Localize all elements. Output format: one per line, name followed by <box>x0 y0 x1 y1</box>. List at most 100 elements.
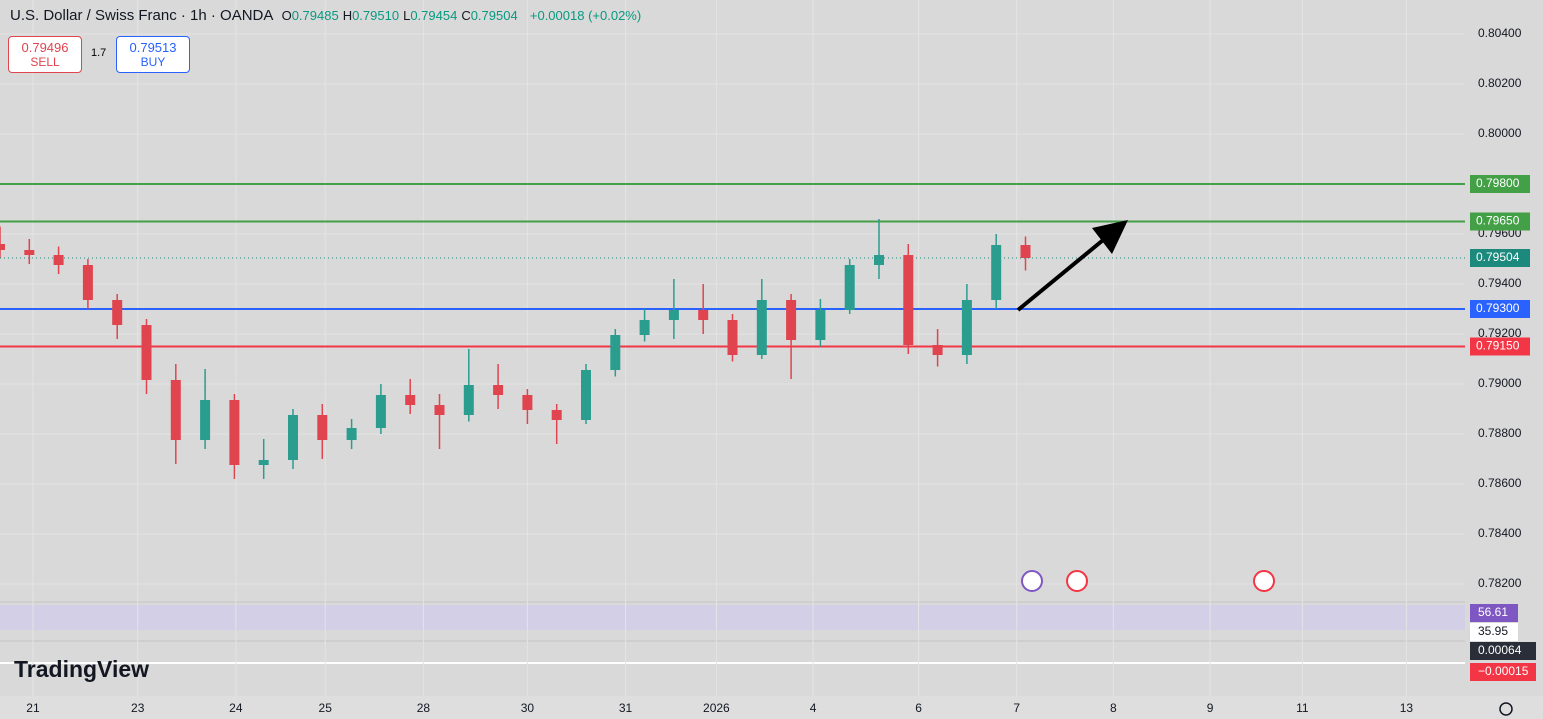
buy-label: BUY <box>140 55 166 69</box>
candle-body <box>229 400 240 465</box>
x-tick-label: 6 <box>915 701 922 715</box>
level-label-box <box>1470 175 1530 193</box>
candle-body <box>288 415 298 460</box>
buy-price: 0.79513 <box>129 40 177 55</box>
x-axis-bg <box>0 696 1543 719</box>
candle-body <box>463 385 474 415</box>
change: +0.00018 (+0.02%) <box>529 8 642 23</box>
candle-body <box>961 300 972 355</box>
brand-logo: TradingView <box>14 656 150 682</box>
x-tick-label: 21 <box>26 701 40 715</box>
candle-body <box>903 255 914 345</box>
candle-body <box>141 325 152 380</box>
sell-price: 0.79496 <box>21 40 69 55</box>
y-tick-label: 0.78600 <box>1478 476 1522 490</box>
last-price-box <box>1470 249 1530 267</box>
event-icon <box>1066 570 1088 592</box>
candle-body <box>0 244 5 250</box>
sell-button[interactable]: 0.79496 SELL <box>8 36 82 73</box>
x-tick-label: 28 <box>417 701 431 715</box>
candle-body <box>581 370 591 420</box>
y-tick-label: 0.80400 <box>1478 26 1522 40</box>
ohlc: O0.79485 H0.79510 L0.79454 C0.79504 <box>282 7 522 24</box>
x-tick-label: 4 <box>810 701 817 715</box>
sell-label: SELL <box>30 55 60 69</box>
header: U.S. Dollar / Swiss Franc · 1h · OANDA O… <box>10 7 645 24</box>
candle-body <box>698 310 709 320</box>
ohlc-key: C <box>461 8 471 23</box>
x-tick-label: 31 <box>619 701 633 715</box>
arrow-shaft <box>1016 234 1110 312</box>
level-label: 0.79300 <box>1476 301 1520 315</box>
level-label: 0.79150 <box>1476 339 1520 353</box>
candle-body <box>200 400 211 440</box>
symbol-title: U.S. Dollar / Swiss Franc · 1h · OANDA <box>10 7 274 24</box>
x-tick-label: 7 <box>1013 701 1020 715</box>
x-tick-label: 2026 <box>703 701 730 715</box>
indicator-label-box <box>1470 623 1518 641</box>
y-tick-label: 0.79400 <box>1478 276 1522 290</box>
level-label: 0.79800 <box>1476 176 1520 190</box>
y-tick-label: 0.79200 <box>1478 326 1522 340</box>
x-tick-label: 23 <box>131 701 145 715</box>
level-label-box <box>1470 212 1530 231</box>
indicator-label: 0.00064 <box>1478 643 1522 657</box>
x-tick-label: 13 <box>1400 701 1414 715</box>
x-tick-label: 8 <box>1110 701 1117 715</box>
event-icon <box>1021 570 1043 592</box>
arrow-head <box>1092 220 1128 254</box>
last-price-label: 0.79504 <box>1476 250 1520 264</box>
x-tick-label: 9 <box>1207 701 1214 715</box>
spread: 1.7 <box>91 47 107 59</box>
candle-body <box>815 310 826 340</box>
candle-body <box>991 245 1002 300</box>
indicator-label-box <box>1470 642 1536 660</box>
indicator-label-box <box>1470 663 1536 681</box>
settings-icon <box>1499 702 1513 716</box>
candle-body <box>668 310 679 320</box>
candle-body <box>405 395 416 405</box>
ohlc-value: 0.79510 <box>352 8 400 23</box>
candle-body <box>375 395 386 428</box>
candle-body <box>727 320 738 355</box>
candle-body <box>346 428 357 440</box>
ohlc-key: O <box>281 8 292 23</box>
ohlc-value: 0.79485 <box>291 8 339 23</box>
indicator-label: 56.61 <box>1478 605 1508 619</box>
candle-body <box>844 265 855 310</box>
x-tick-label: 24 <box>229 701 243 715</box>
x-tick-label: 25 <box>319 701 333 715</box>
candle-body <box>756 300 767 355</box>
indicator-label: −0.00015 <box>1478 664 1529 678</box>
level-label: 0.79650 <box>1476 214 1520 228</box>
y-tick-label: 0.80000 <box>1478 126 1522 140</box>
candle-body <box>24 250 35 255</box>
y-tick-label: 0.78400 <box>1478 526 1522 540</box>
ohlc-value: 0.79454 <box>410 8 458 23</box>
candle-body <box>639 320 650 335</box>
candle-body <box>258 460 269 465</box>
y-tick-label: 0.80200 <box>1478 76 1522 90</box>
ohlc-key: H <box>342 8 353 23</box>
candle-body <box>786 300 797 340</box>
x-tick-label: 30 <box>521 701 535 715</box>
candle-body <box>112 300 123 325</box>
y-tick-label: 0.78800 <box>1478 426 1522 440</box>
level-label-box <box>1470 337 1530 356</box>
candle-body <box>170 380 181 440</box>
level-label-box <box>1470 300 1530 318</box>
indicator-label-box <box>1470 604 1518 622</box>
candle-body <box>522 395 533 410</box>
x-tick-label: 11 <box>1296 701 1309 715</box>
buy-button[interactable]: 0.79513 BUY <box>116 36 190 73</box>
candle-body <box>932 345 943 355</box>
y-tick-label: 0.79000 <box>1478 376 1522 390</box>
candle-body <box>610 335 621 370</box>
rsi-band <box>0 605 1465 630</box>
candle-body <box>317 415 328 440</box>
indicator-label: 35.95 <box>1478 624 1508 638</box>
ohlc-key: L <box>403 8 411 23</box>
